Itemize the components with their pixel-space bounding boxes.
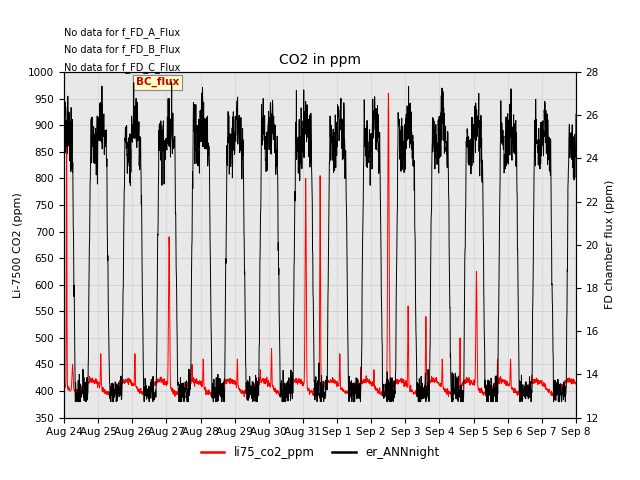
- Text: No data for f_FD_B_Flux: No data for f_FD_B_Flux: [64, 44, 180, 55]
- Text: No data for f_FD_C_Flux: No data for f_FD_C_Flux: [64, 61, 180, 72]
- Text: BC_flux: BC_flux: [136, 77, 179, 87]
- Y-axis label: Li-7500 CO2 (ppm): Li-7500 CO2 (ppm): [13, 192, 22, 298]
- Title: CO2 in ppm: CO2 in ppm: [279, 53, 361, 67]
- Text: No data for f_FD_A_Flux: No data for f_FD_A_Flux: [64, 27, 180, 38]
- Y-axis label: FD chamber flux (ppm): FD chamber flux (ppm): [605, 180, 614, 310]
- Legend: li75_co2_ppm, er_ANNnight: li75_co2_ppm, er_ANNnight: [196, 441, 444, 464]
